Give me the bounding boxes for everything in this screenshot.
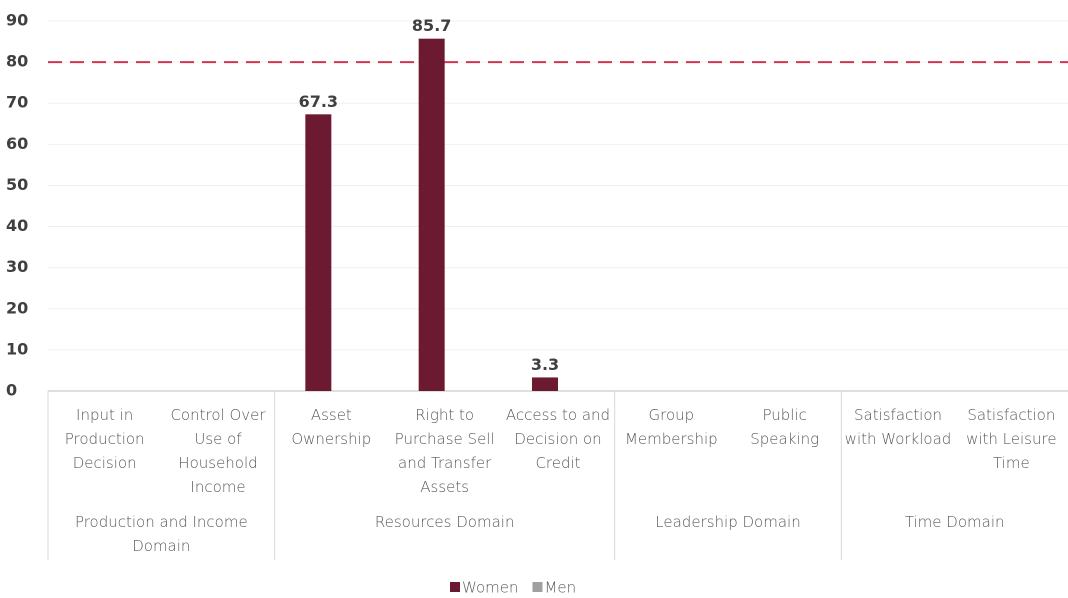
x-tick-label: Input in Production Decision: [65, 406, 145, 472]
y-tick-label: 10: [6, 339, 28, 358]
y-tick-label: 70: [6, 93, 28, 112]
y-tick-label: 0: [6, 381, 17, 400]
legend-swatch: [450, 582, 460, 592]
x-tick-label: Satisfaction with Workload: [845, 406, 952, 448]
y-tick-label: 60: [6, 134, 28, 153]
legend-label: Women: [462, 579, 518, 595]
bar: [532, 377, 558, 391]
y-tick-label: 40: [6, 216, 28, 235]
group-label: Time Domain: [905, 513, 1005, 531]
value-label: 85.7: [412, 16, 451, 35]
x-tick-label: Control Over Use of Household Income: [170, 406, 266, 496]
y-tick-label: 80: [6, 52, 28, 71]
bar: [305, 114, 332, 392]
x-tick-label: Group Membership: [625, 406, 718, 448]
y-tick-label: 20: [6, 298, 28, 317]
legend-swatch: [532, 582, 543, 592]
x-tick-label: Satisfaction with Leisure Time: [966, 406, 1056, 472]
group-label: Production and Income Domain: [75, 513, 248, 555]
value-label: 3.3: [531, 355, 559, 374]
x-tick-label: Asset Ownership: [291, 406, 371, 448]
y-tick-label: 50: [6, 175, 28, 194]
y-tick-label: 30: [6, 257, 28, 276]
group-label: Leadership Domain: [655, 513, 800, 531]
x-tick-label: Right to Purchase Sell and Transfer Assets: [395, 406, 495, 496]
value-label: 67.3: [299, 92, 338, 111]
x-tick-label: Access to and Decision on Credit: [506, 406, 610, 472]
legend-label: Men: [544, 579, 576, 595]
bar: [418, 38, 445, 392]
x-tick-label: Public Speaking: [750, 406, 819, 448]
group-label: Resources Domain: [375, 513, 515, 531]
y-tick-label: 90: [6, 11, 28, 30]
